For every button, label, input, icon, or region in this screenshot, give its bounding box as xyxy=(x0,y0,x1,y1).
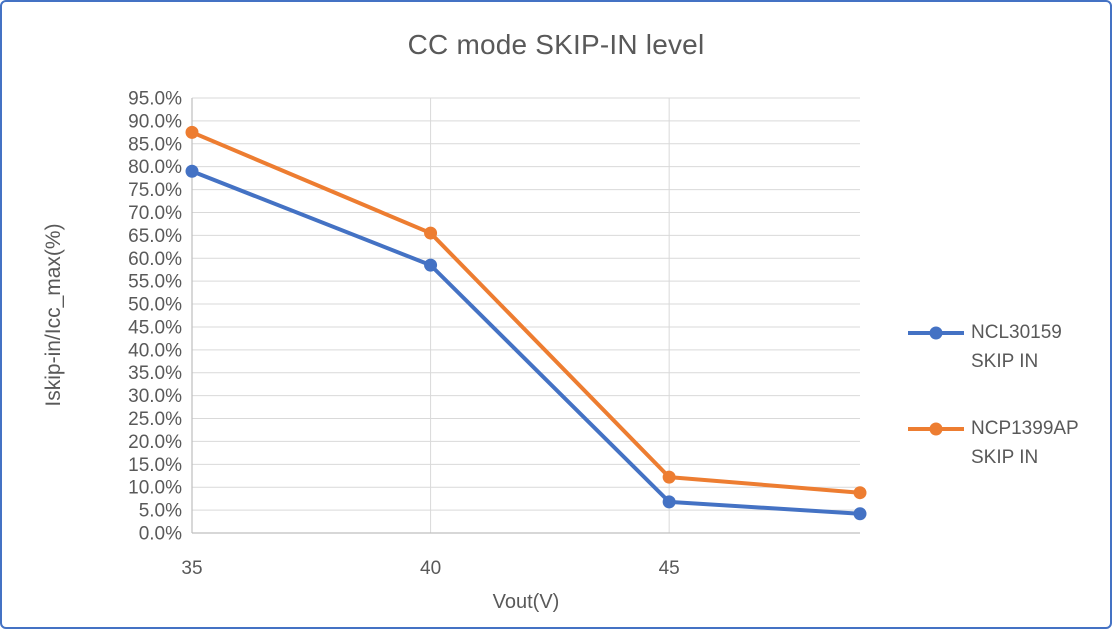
legend-item-ncp1399ap: NCP1399AP SKIP IN xyxy=(907,414,1079,472)
legend-label-line: SKIP IN xyxy=(971,351,1039,372)
legend-label-ncl30159: NCL30159 SKIP IN xyxy=(971,318,1062,376)
y-tick-label: 50.0% xyxy=(128,295,182,316)
x-axis-title: Vout(V) xyxy=(492,591,560,613)
chart-title: CC mode SKIP-IN level xyxy=(407,29,705,60)
legend-label-line: SKIP IN xyxy=(971,447,1039,468)
y-tick-label: 95.0% xyxy=(128,89,182,110)
y-tick-label: 55.0% xyxy=(128,272,182,293)
x-tick-label: 35 xyxy=(181,558,202,579)
data-point-marker xyxy=(185,164,199,178)
y-tick-label: 25.0% xyxy=(128,409,182,430)
y-tick-label: 45.0% xyxy=(128,317,182,338)
legend-item-ncl30159: NCL30159 SKIP IN xyxy=(907,318,1079,376)
series-line-0 xyxy=(190,169,862,516)
y-tick-label: 90.0% xyxy=(128,111,182,132)
y-tick-label: 20.0% xyxy=(128,432,182,453)
y-tick-label: 80.0% xyxy=(128,157,182,178)
data-point-marker xyxy=(662,495,676,509)
data-point-marker xyxy=(853,486,867,500)
legend-label-line: NCL30159 xyxy=(971,322,1062,343)
legend: NCL30159 SKIP IN NCP1399AP SKIP IN xyxy=(907,318,1079,472)
x-tick-label: 40 xyxy=(420,558,441,579)
data-point-marker xyxy=(424,226,438,240)
y-tick-label: 10.0% xyxy=(128,478,182,499)
y-tick-label: 15.0% xyxy=(128,455,182,476)
y-tick-label: 75.0% xyxy=(128,180,182,201)
data-point-marker xyxy=(424,258,438,272)
legend-label-line: NCP1399AP xyxy=(971,418,1079,439)
y-tick-label: 30.0% xyxy=(128,386,182,407)
y-tick-label: 5.0% xyxy=(139,501,182,522)
y-tick-label: 60.0% xyxy=(128,249,182,270)
x-tick-label: 45 xyxy=(659,558,680,579)
y-tick-label: 85.0% xyxy=(128,134,182,155)
series-line-1 xyxy=(190,130,862,495)
legend-line-marker-icon xyxy=(908,422,964,436)
legend-label-ncp1399ap: NCP1399AP SKIP IN xyxy=(971,414,1079,472)
data-point-marker xyxy=(185,125,199,139)
data-point-marker xyxy=(662,470,676,484)
y-tick-label: 65.0% xyxy=(128,226,182,247)
legend-line-marker-icon xyxy=(908,326,964,340)
y-tick-label: 70.0% xyxy=(128,203,182,224)
data-point-marker xyxy=(853,507,867,521)
y-tick-label: 35.0% xyxy=(128,363,182,384)
y-tick-label: 40.0% xyxy=(128,340,182,361)
y-tick-label: 0.0% xyxy=(139,524,182,545)
